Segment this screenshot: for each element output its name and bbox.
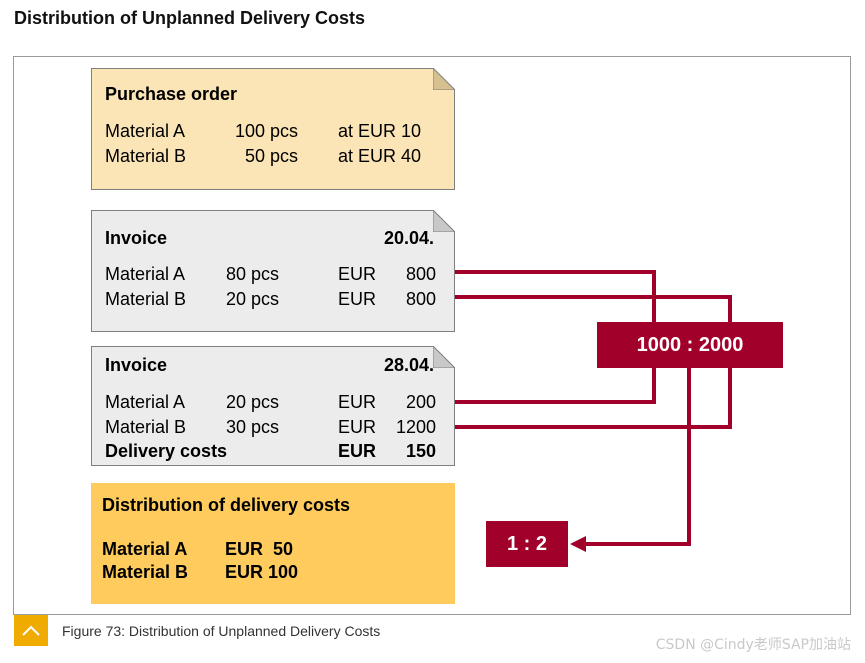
inv1-row-b-cur: EUR (338, 289, 377, 309)
dist-row-a-material: Material A (102, 539, 188, 559)
inv2-row-b-cur: EUR (338, 417, 377, 437)
inv1-row-b-amount: 800 (405, 289, 436, 309)
inv2-row-a-qty: 20 pcs (226, 392, 280, 412)
dist-row-b-value: EUR 100 (225, 562, 299, 582)
connector-inv2-a (455, 368, 656, 404)
arrowhead-icon (570, 536, 586, 552)
connector-result (584, 368, 691, 546)
folded-corner-icon (433, 68, 455, 90)
ratio-total-box: 1000 : 2000 (597, 322, 783, 368)
folded-corner-icon (433, 210, 455, 232)
inv2-row-b-material: Material B (105, 417, 187, 437)
po-row-b-material: Material B (105, 146, 187, 166)
inv2-delivery-amount: 150 (405, 441, 436, 461)
inv2-row-a-material: Material A (105, 392, 186, 412)
purchase-order-card: Purchase order Material A 100 pcs at EUR… (91, 68, 455, 190)
invoice2-date: 28.04. (383, 355, 434, 375)
distribution-card: Distribution of delivery costs Material … (91, 483, 455, 604)
po-row-b-price: at EUR 40 (338, 146, 422, 166)
distribution-title: Distribution of delivery costs (102, 495, 351, 515)
chevron-up-icon[interactable] (14, 615, 48, 646)
page-title: Distribution of Unplanned Delivery Costs (14, 8, 366, 28)
inv2-row-a-cur: EUR (338, 392, 377, 412)
inv2-row-b-amount: 1200 (395, 417, 436, 437)
po-row-a-price: at EUR 10 (338, 121, 422, 141)
connector-inv1-b (455, 295, 732, 322)
connector-inv1-a (455, 270, 656, 322)
figure-caption: Figure 73: Distribution of Unplanned Del… (62, 623, 381, 639)
invoice-card-1: Invoice 20.04. Material A 80 pcs EUR 800… (91, 210, 455, 332)
inv1-row-b-material: Material B (105, 289, 187, 309)
inv2-row-a-amount: 200 (405, 392, 436, 412)
po-row-a-qty: 100 pcs (234, 121, 298, 141)
inv2-delivery-label: Delivery costs (105, 441, 228, 461)
inv1-row-a-cur: EUR (338, 264, 377, 284)
watermark: CSDN @Cindy老师SAP加油站 (655, 637, 851, 653)
folded-corner-icon (433, 346, 455, 368)
inv2-row-b-qty: 30 pcs (226, 417, 280, 437)
po-title: Purchase order (105, 84, 238, 104)
inv2-delivery-cur: EUR (338, 441, 377, 461)
po-row-a-material: Material A (105, 121, 186, 141)
dist-row-b-material: Material B (102, 562, 189, 582)
caption-bar (13, 614, 851, 646)
inv1-row-b-qty: 20 pcs (226, 289, 280, 309)
inv1-row-a-amount: 800 (405, 264, 436, 284)
inv1-row-a-qty: 80 pcs (226, 264, 280, 284)
invoice-card-2: Invoice 28.04. Material A 20 pcs EUR 200… (91, 346, 455, 466)
connector-inv2-b (455, 368, 732, 429)
po-row-b-qty: 50 pcs (244, 146, 298, 166)
invoice1-date: 20.04. (383, 228, 434, 248)
invoice2-title: Invoice (105, 355, 168, 375)
ratio-result-box: 1 : 2 (486, 521, 568, 567)
dist-row-a-value: EUR 50 (225, 539, 294, 559)
inv1-row-a-material: Material A (105, 264, 186, 284)
invoice1-title: Invoice (105, 228, 168, 248)
